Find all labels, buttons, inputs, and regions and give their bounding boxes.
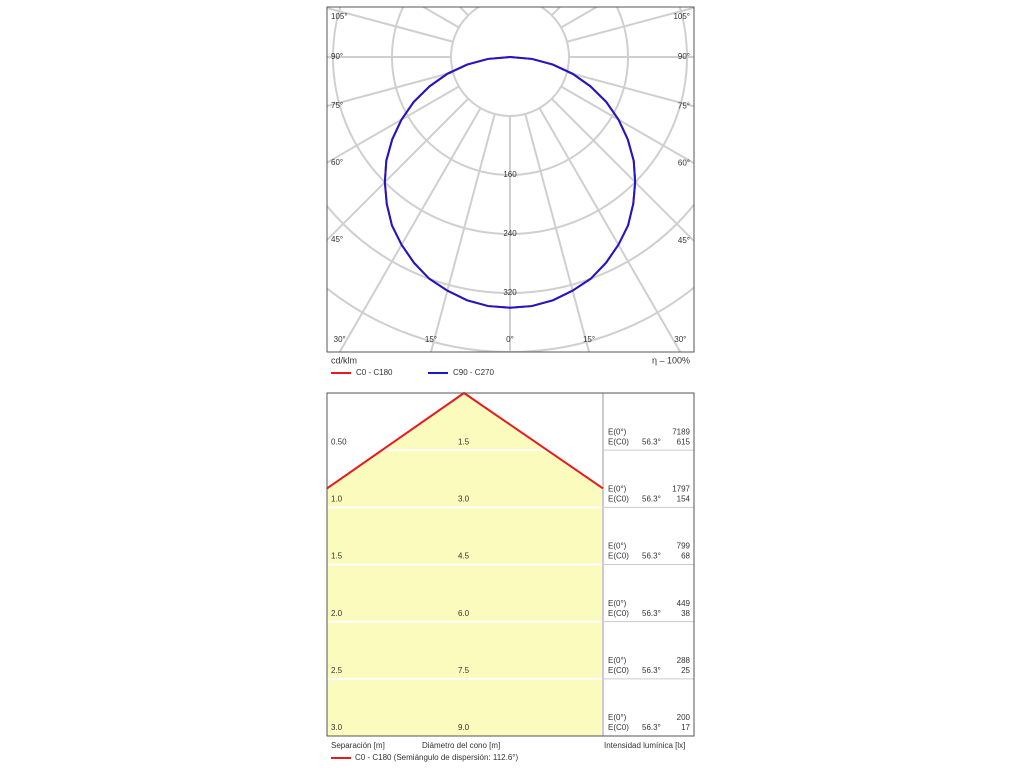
angle-tick-label: 0° [506, 335, 514, 344]
ec0-value: 615 [677, 437, 691, 446]
e0-value: 1797 [672, 484, 690, 493]
angle: 56.3° [642, 723, 661, 732]
grid-ray [566, 7, 694, 43]
grid-ray [560, 85, 694, 165]
ec0-value: 68 [681, 552, 690, 561]
separation: 2.0 [331, 609, 343, 618]
ec0-label: E(C0) [608, 609, 629, 618]
angle-tick-label: 75° [331, 101, 343, 110]
separation: 1.5 [331, 552, 343, 561]
polar-curve [383, 56, 511, 309]
cone-diagram: 0.50 1.5 E(0°) 7189 E(C0) 56.3° 615 1.0 3.0 E(0°)… [326, 391, 695, 762]
cone-frame [326, 392, 695, 737]
ec0-label: E(C0) [608, 723, 629, 732]
angle-tick-label: 105° [673, 12, 690, 21]
unit-label: cd/klm [331, 355, 357, 365]
ec0-label: E(C0) [608, 437, 629, 446]
angle-tick-label: 45° [331, 235, 343, 244]
ec0-label: E(C0) [608, 494, 629, 503]
angle: 56.3° [642, 437, 661, 446]
e0-label: E(0°) [608, 542, 627, 551]
e0-value: 7189 [672, 427, 690, 436]
legend-label: C0 - C180 (Semiángulo de dispersión: 112… [355, 753, 518, 762]
efficiency-label: η – 100% [652, 355, 690, 365]
grid-ray [327, 71, 454, 108]
radial-tick-label: 320 [503, 288, 517, 297]
cone-diameter: 7.5 [458, 666, 470, 675]
polar-curve [509, 56, 637, 309]
radial-tick-label: 240 [503, 229, 517, 238]
ec0-label: E(C0) [608, 552, 629, 561]
angle-tick-label: 15° [583, 335, 595, 344]
e0-label: E(0°) [608, 713, 627, 722]
e0-value: 288 [677, 656, 691, 665]
cone-diameter: 3.0 [458, 494, 470, 503]
grid-ray [566, 71, 694, 108]
separation: 2.5 [331, 666, 343, 675]
separation: 1.0 [331, 494, 343, 503]
separation: 0.50 [331, 437, 347, 446]
ec0-value: 154 [677, 494, 691, 503]
grid-ray [524, 113, 591, 352]
e0-label: E(0°) [608, 484, 627, 493]
angle: 56.3° [642, 552, 661, 561]
grid-ray [551, 7, 562, 16]
grid-ray [429, 113, 496, 352]
cone-diameter: 4.5 [458, 552, 470, 561]
polar-curve [509, 56, 637, 309]
e0-label: E(0°) [608, 427, 627, 436]
angle-tick-label: 60° [331, 158, 343, 167]
separation-label: Separación [m] [331, 741, 385, 750]
grid-ray [327, 85, 460, 164]
cone-diameter: 9.0 [458, 723, 470, 732]
legend-label: C90 - C270 [453, 368, 494, 377]
separation: 3.0 [331, 723, 343, 732]
angle-tick-label: 30° [674, 335, 686, 344]
grid-ray [538, 107, 682, 352]
grid-ray [215, 0, 481, 6]
ec0-value: 17 [681, 723, 690, 732]
polar-plot [215, 0, 806, 352]
ec0-label: E(C0) [608, 666, 629, 675]
grid-ray [338, 107, 482, 352]
grid-ray [327, 98, 469, 242]
polar-labels: 160 240 320 105° 90° 75° 60° 45° 30° 15° 0° 15° 30° 4… [331, 12, 690, 377]
e0-value: 449 [677, 599, 691, 608]
ec0-value: 38 [681, 609, 690, 618]
grid-ray [551, 98, 694, 243]
angle-tick-label: 105° [331, 12, 348, 21]
angle: 56.3° [642, 666, 661, 675]
angle: 56.3° [642, 494, 661, 503]
grid-ray [421, 7, 460, 29]
angle-tick-label: 45° [678, 236, 690, 245]
legend-label: C0 - C180 [356, 368, 393, 377]
angle-tick-label: 60° [678, 158, 690, 167]
polar-curve [383, 56, 511, 309]
grid-ray [540, 0, 806, 6]
angle-tick-label: 90° [678, 52, 690, 61]
angle-tick-label: 30° [334, 335, 346, 344]
angle-tick-label: 75° [678, 101, 690, 110]
e0-label: E(0°) [608, 656, 627, 665]
e0-label: E(0°) [608, 599, 627, 608]
grid-ray [327, 7, 454, 43]
polar-frame [326, 6, 695, 353]
grid-ray [560, 7, 599, 29]
intensity-label: Intensidad lumínica [lx] [604, 741, 685, 750]
cone-diameter: 1.5 [458, 437, 470, 446]
angle-tick-label: 90° [331, 52, 343, 61]
cone-diameter: 6.0 [458, 609, 470, 618]
angle-tick-label: 15° [425, 335, 437, 344]
angle: 56.3° [642, 609, 661, 618]
ec0-value: 25 [681, 666, 690, 675]
e0-value: 799 [677, 542, 691, 551]
radial-tick-label: 160 [503, 170, 517, 179]
diameter-label: Diámetro del cono [m] [422, 741, 500, 750]
e0-value: 200 [677, 713, 691, 722]
grid-ray [458, 7, 469, 16]
